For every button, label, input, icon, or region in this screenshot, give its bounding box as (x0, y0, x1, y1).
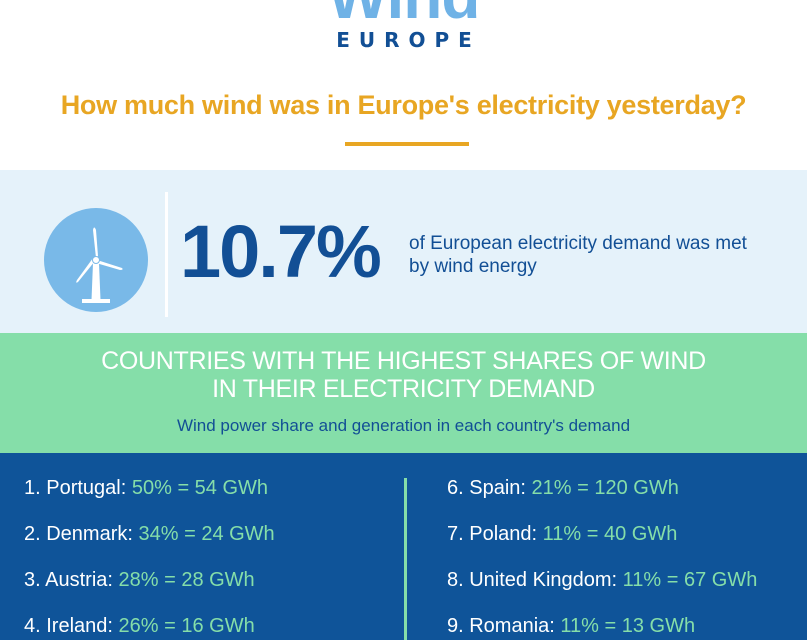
country-value: 11% = 13 GWh (554, 615, 696, 637)
country-value: 11% = 40 GWh (537, 523, 678, 545)
wind-share-description: of European electricity demand was met b… (409, 232, 799, 278)
countries-header: COUNTRIES WITH THE HIGHEST SHARES OF WIN… (0, 333, 807, 453)
country-name: 4. Ireland: (24, 615, 113, 637)
country-name: 9. Romania: (447, 615, 555, 637)
wind-share-value: 10.7% (180, 210, 382, 293)
logo-wind-wordmark: Wind (0, 0, 807, 28)
title-underline-divider (345, 142, 469, 146)
countries-title-line-2: IN THEIR ELECTRICITY DEMAND (212, 375, 595, 403)
country-value: 26% = 16 GWh (112, 615, 255, 637)
country-name: 7. Poland: (447, 523, 538, 545)
country-value: 21% = 120 GWh (525, 477, 679, 499)
country-name: 8. United Kingdom: (447, 569, 618, 591)
list-item: 3. Austria: 28% = 28 GWh (24, 567, 275, 613)
country-name: 3. Austria: (24, 569, 113, 591)
countries-list: 1. Portugal: 50% = 54 GWh 2. Denmark: 34… (0, 453, 807, 640)
list-item: 1. Portugal: 50% = 54 GWh (24, 475, 275, 521)
countries-subtitle: Wind power share and generation in each … (176, 416, 631, 435)
stat-divider (165, 192, 168, 317)
country-value: 28% = 28 GWh (112, 569, 255, 591)
countries-list-left: 1. Portugal: 50% = 54 GWh 2. Denmark: 34… (24, 475, 275, 640)
country-name: 6. Spain: (447, 477, 526, 499)
country-value: 11% = 67 GWh (617, 569, 758, 591)
description-line-1: of European electricity demand was met (409, 233, 747, 254)
list-item: 9. Romania: 11% = 13 GWh (447, 613, 757, 640)
list-column-divider (404, 478, 407, 640)
countries-list-right: 6. Spain: 21% = 120 GWh 7. Poland: 11% =… (447, 475, 757, 640)
country-name: 2. Denmark: (24, 523, 133, 545)
list-item: 8. United Kingdom: 11% = 67 GWh (447, 567, 757, 613)
list-item: 2. Denmark: 34% = 24 GWh (24, 521, 275, 567)
list-item: 4. Ireland: 26% = 16 GWh (24, 613, 275, 640)
country-name: 1. Portugal: (24, 477, 127, 499)
countries-title-line-1: COUNTRIES WITH THE HIGHEST SHARES OF WIN… (101, 347, 706, 375)
country-value: 50% = 54 GWh (126, 477, 269, 499)
country-value: 34% = 24 GWh (132, 523, 275, 545)
page-title: How much wind was in Europe's electricit… (60, 90, 747, 120)
countries-title: COUNTRIES WITH THE HIGHEST SHARES OF WIN… (0, 347, 807, 403)
header: Wind EUROPE How much wind was in Europe'… (0, 0, 807, 170)
list-item: 6. Spain: 21% = 120 GWh (447, 475, 757, 521)
stat-panel: 10.7% of European electricity demand was… (0, 170, 807, 333)
logo-europe-wordmark: EUROPE (336, 28, 481, 52)
description-line-2: by wind energy (409, 256, 537, 277)
list-item: 7. Poland: 11% = 40 GWh (447, 521, 757, 567)
wind-turbine-icon (44, 208, 148, 312)
